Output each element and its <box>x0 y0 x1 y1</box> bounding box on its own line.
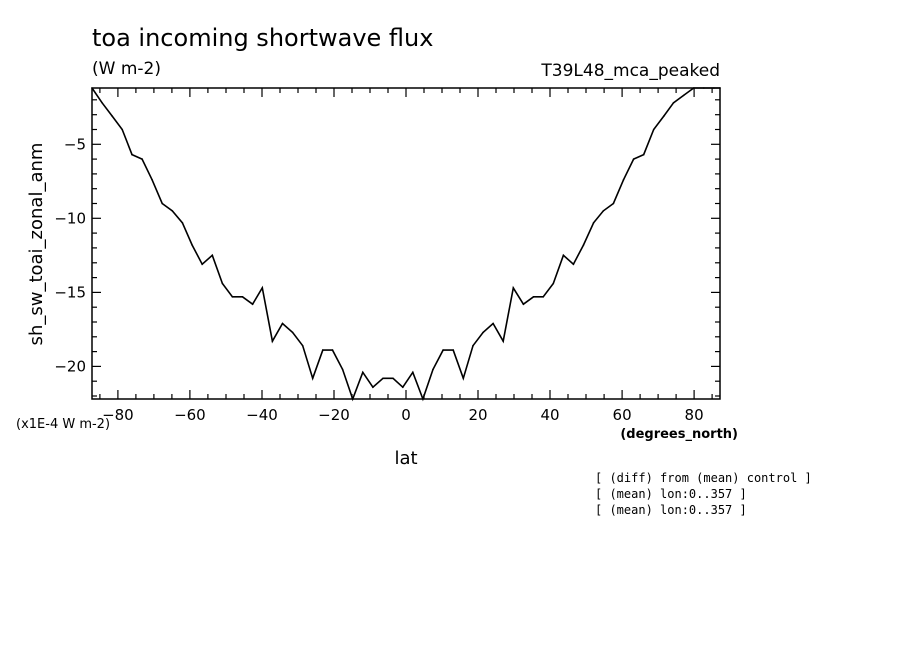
data-point <box>101 102 103 104</box>
data-point <box>692 87 695 89</box>
data-point <box>281 322 284 325</box>
data-point <box>442 349 444 351</box>
data-point <box>372 386 374 389</box>
data-point <box>181 222 184 224</box>
data-point <box>331 349 334 351</box>
data-point <box>191 244 193 246</box>
data-point <box>311 377 314 380</box>
data-point <box>171 210 174 212</box>
x-axis-units: (degrees_north) <box>620 427 738 442</box>
data-point <box>672 102 675 104</box>
data-point <box>663 115 665 117</box>
data-point <box>341 368 344 371</box>
data-point <box>462 377 465 380</box>
y-tick-labels: −5 −10 −15 −20 <box>54 135 86 375</box>
data-point <box>682 94 685 97</box>
data-point <box>542 296 544 298</box>
x-tick-label: 0 <box>401 406 411 424</box>
data-point <box>632 158 635 160</box>
data-point <box>522 303 525 306</box>
data-point <box>382 377 384 380</box>
data-point <box>452 349 455 351</box>
data-point <box>532 296 535 298</box>
note-mean-lon-1: [ (mean) lon:0..357 ] <box>595 487 747 501</box>
data-point <box>482 331 484 334</box>
series-line <box>91 87 720 402</box>
data-point <box>642 153 645 156</box>
x-tick-label: −80 <box>102 406 134 424</box>
data-point <box>362 371 364 374</box>
x-tick-label: −40 <box>246 406 278 424</box>
data-point <box>291 331 294 334</box>
data-point <box>131 153 133 156</box>
y-tick-label: −10 <box>54 209 86 227</box>
x-tick-label: 60 <box>613 406 632 424</box>
data-point <box>512 287 515 289</box>
data-point <box>351 398 354 400</box>
data-point <box>502 340 505 343</box>
data-point <box>301 344 304 347</box>
note-diff: [ (diff) from (mean) control ] <box>595 471 812 485</box>
data-point <box>322 349 324 351</box>
data-point <box>652 128 655 131</box>
data-point <box>402 386 404 389</box>
axis-ticks <box>92 88 720 399</box>
x-tick-label: −60 <box>174 406 206 424</box>
data-point <box>141 158 143 160</box>
plot-frame <box>91 87 721 400</box>
data-point <box>572 263 575 266</box>
data-point <box>432 368 434 371</box>
data-point <box>261 287 264 289</box>
data-point <box>161 202 163 205</box>
x-tick-label: 80 <box>685 406 704 424</box>
data-point <box>472 344 474 347</box>
data-point <box>201 263 203 266</box>
data-point <box>552 282 555 285</box>
data-point <box>121 128 123 131</box>
data-point <box>271 340 274 343</box>
data-point <box>231 296 234 298</box>
data-point <box>111 115 113 117</box>
data-point <box>562 254 565 257</box>
data-point <box>241 296 244 298</box>
y-axis-label: sh_sw_toai_zonal_anm <box>26 143 47 346</box>
run-label: T39L48_mca_peaked <box>540 61 720 81</box>
data-point <box>592 222 595 224</box>
data-point <box>713 87 715 89</box>
y-axis-units: (x1E-4 W m-2) <box>16 417 110 432</box>
data-point <box>211 254 214 257</box>
chart-title: toa incoming shortwave flux <box>92 24 433 52</box>
data-point <box>582 244 585 246</box>
data-point <box>392 377 394 380</box>
data-point <box>602 210 605 212</box>
note-mean-lon-2: [ (mean) lon:0..357 ] <box>595 503 747 517</box>
data-point <box>251 303 254 306</box>
data-point <box>221 282 224 285</box>
x-axis-label: lat <box>394 448 417 469</box>
data-point <box>612 202 615 205</box>
x-tick-label: −20 <box>318 406 350 424</box>
data-point <box>412 371 414 374</box>
data-point <box>151 179 153 181</box>
y-tick-label: −20 <box>54 357 86 375</box>
series-points <box>91 87 721 400</box>
data-point <box>492 322 494 325</box>
x-tick-label: 40 <box>540 406 559 424</box>
x-tick-labels: −80 −60 −40 −20 0 20 40 60 80 <box>102 406 704 424</box>
data-point <box>719 87 721 89</box>
data-point <box>422 398 424 400</box>
x-tick-label: 20 <box>468 406 487 424</box>
chart-units: (W m-2) <box>92 59 161 79</box>
data-point <box>622 179 625 181</box>
data-point <box>91 87 93 89</box>
y-tick-label: −15 <box>54 283 86 301</box>
y-tick-label: −5 <box>64 135 86 153</box>
data-point <box>703 87 705 89</box>
